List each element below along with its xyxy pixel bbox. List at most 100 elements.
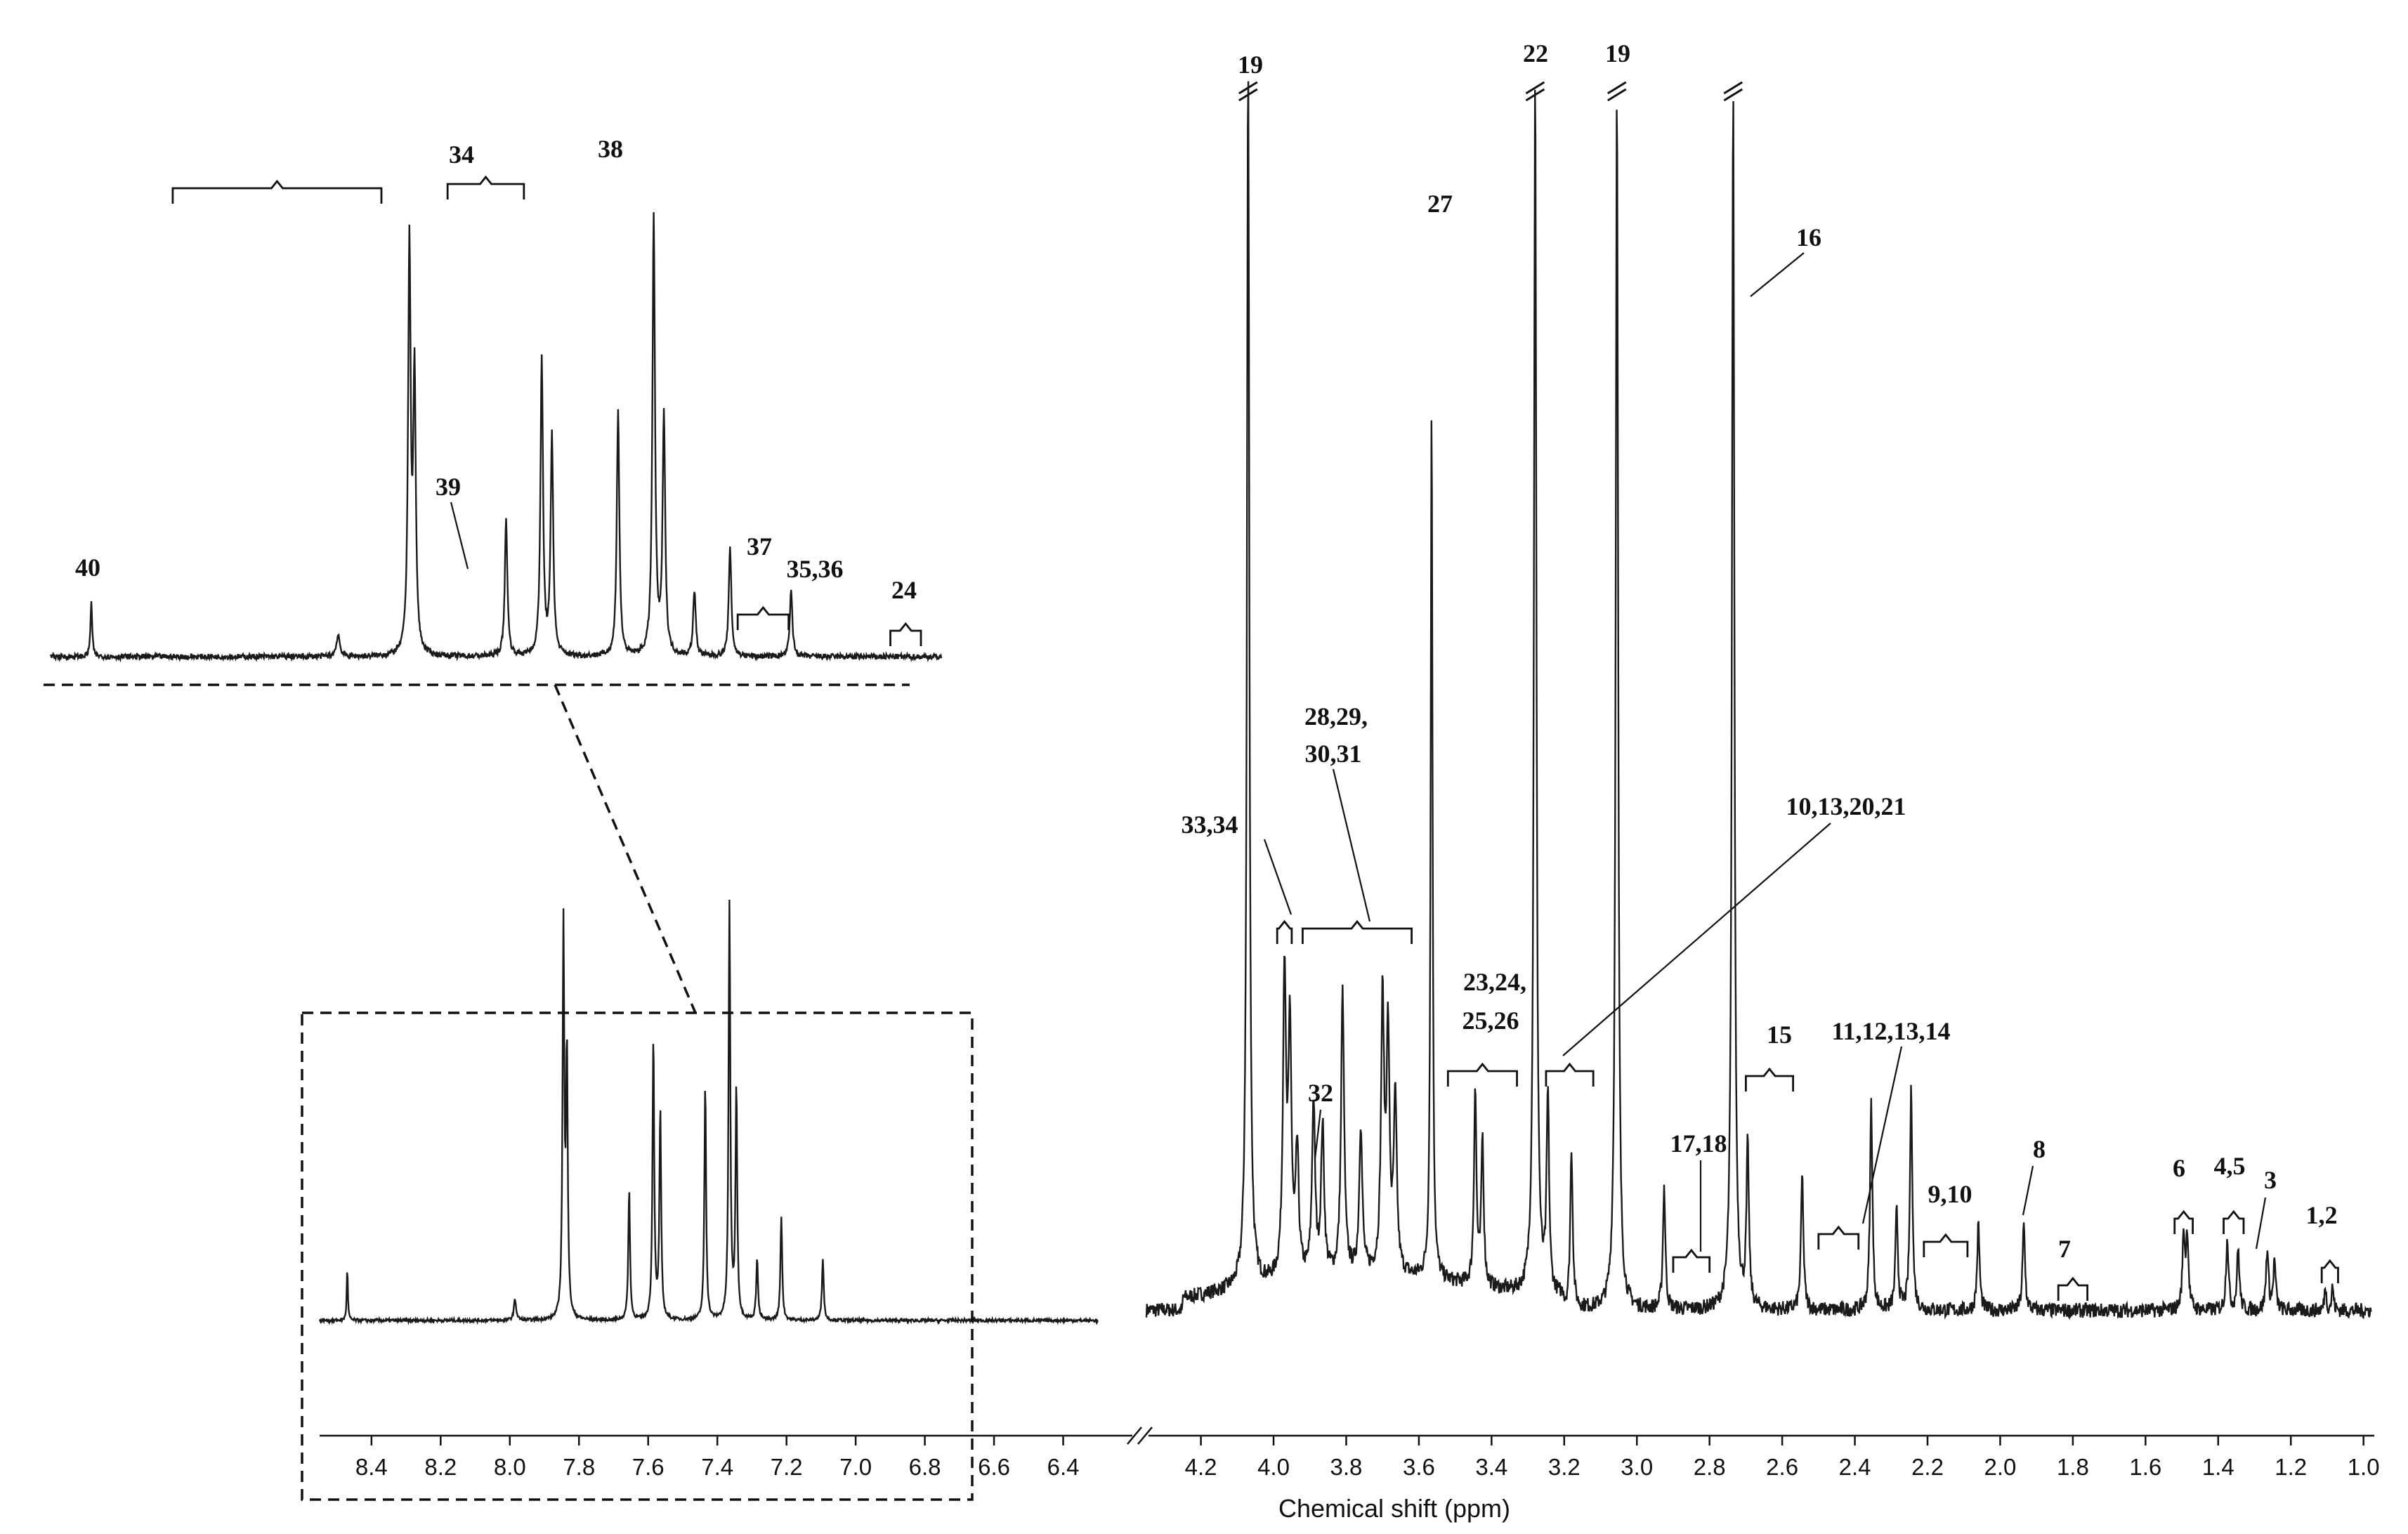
peak-labels: 19 22 19 27 16 28,29, 30,31 33,34 32 23,… bbox=[75, 39, 2338, 1263]
right-tick-label-12: 1.8 bbox=[2057, 1454, 2089, 1480]
right-tick-label-5: 3.2 bbox=[1548, 1454, 1581, 1480]
right-tick-label-13: 1.6 bbox=[2129, 1454, 2161, 1480]
label-24-inset: 24 bbox=[891, 576, 917, 604]
bracket-15 bbox=[1745, 1067, 1795, 1092]
spectrum-trace-aliphatic bbox=[1145, 81, 2372, 1320]
bracket-1-2 bbox=[2320, 1259, 2339, 1283]
break-mark-1-1 bbox=[1525, 88, 1545, 102]
label-27: 27 bbox=[1427, 190, 1453, 218]
right-tick-label-8: 2.6 bbox=[1766, 1454, 1798, 1480]
left-tick-label-2: 8.0 bbox=[494, 1454, 526, 1480]
zoom-connector-line bbox=[554, 684, 697, 1014]
peak-break-marks bbox=[1238, 81, 1743, 102]
peak-leader-lines bbox=[450, 252, 2267, 1252]
label-40: 40 bbox=[75, 553, 100, 582]
label-11-12-13-14: 11,12,13,14 bbox=[1831, 1017, 1950, 1045]
left-tick-label-4: 7.6 bbox=[632, 1454, 665, 1480]
right-tick-label-0: 4.2 bbox=[1185, 1454, 1217, 1480]
bracket-23-26 bbox=[1446, 1062, 1518, 1087]
right-tick-label-14: 1.4 bbox=[2202, 1454, 2234, 1480]
label-8: 8 bbox=[2033, 1135, 2046, 1163]
break-mark-3-1 bbox=[1723, 88, 1743, 102]
label-17-18: 17,18 bbox=[1670, 1129, 1727, 1158]
leader-33-34 bbox=[1263, 839, 1293, 915]
right-tick-label-3: 3.6 bbox=[1403, 1454, 1435, 1480]
label-19-a: 19 bbox=[1238, 51, 1263, 79]
label-4-5: 4,5 bbox=[2214, 1152, 2246, 1180]
bracket-33-34 bbox=[1276, 919, 1293, 944]
x-tick-group-right: 4.2 4.0 3.8 3.6 3.4 3.2 3.0 2.8 2.6 2.4 2.2 2.0 1.8 1… bbox=[1185, 1436, 2380, 1480]
label-38: 38 bbox=[598, 135, 623, 163]
left-tick-label-10: 6.4 bbox=[1047, 1454, 1080, 1480]
spectrum-trace-aromatic-zoom bbox=[49, 212, 943, 663]
break-mark-0-1 bbox=[1238, 88, 1258, 102]
right-tick-label-6: 3.0 bbox=[1621, 1454, 1653, 1480]
left-tick-label-9: 6.6 bbox=[978, 1454, 1010, 1480]
right-tick-label-4: 3.4 bbox=[1475, 1454, 1507, 1480]
label-28-29: 28,29, bbox=[1304, 702, 1368, 730]
break-mark-3-0 bbox=[1723, 81, 1743, 95]
bracket-35-36 bbox=[736, 605, 790, 630]
label-37: 37 bbox=[747, 532, 772, 560]
bracket-10-13-20-21 bbox=[1545, 1062, 1595, 1087]
left-tick-label-7: 7.0 bbox=[839, 1454, 872, 1480]
x-axis-title: Chemical shift (ppm) bbox=[1278, 1494, 1510, 1523]
label-35-36: 35,36 bbox=[787, 555, 844, 583]
label-30-31: 30,31 bbox=[1305, 740, 1362, 768]
label-1-2: 1,2 bbox=[2306, 1201, 2338, 1229]
left-tick-label-1: 8.2 bbox=[424, 1454, 457, 1480]
break-mark-0-0 bbox=[1238, 81, 1258, 95]
break-mark-1-0 bbox=[1525, 81, 1545, 95]
x-tick-group-left: 8.4 8.2 8.0 7.8 7.6 7.4 7.2 7.0 6.8 6.6 6.4 bbox=[355, 1436, 1080, 1480]
break-mark-2-0 bbox=[1607, 81, 1627, 95]
leader-39 bbox=[450, 501, 469, 570]
leader-16 bbox=[1750, 252, 1805, 297]
left-tick-label-8: 6.8 bbox=[909, 1454, 941, 1480]
leader-8 bbox=[2022, 1165, 2034, 1216]
left-tick-label-5: 7.4 bbox=[701, 1454, 733, 1480]
right-tick-label-10: 2.2 bbox=[1911, 1454, 1944, 1480]
bracket-34-inset bbox=[171, 179, 383, 204]
bracket-38 bbox=[446, 175, 525, 199]
x-axis bbox=[320, 1427, 2374, 1445]
label-19-b: 19 bbox=[1605, 39, 1630, 67]
bracket-4-5 bbox=[2223, 1210, 2245, 1234]
right-tick-label-16: 1.0 bbox=[2348, 1454, 2380, 1480]
leader-11-14 bbox=[1861, 1046, 1903, 1224]
spectrum-trace-aromatic bbox=[318, 899, 1099, 1325]
label-15: 15 bbox=[1767, 1021, 1792, 1049]
label-3: 3 bbox=[2264, 1166, 2277, 1194]
label-10-13-20-21: 10,13,20,21 bbox=[1786, 792, 1906, 820]
leader-32 bbox=[1314, 1109, 1322, 1160]
label-22: 22 bbox=[1523, 39, 1548, 67]
label-25-26: 25,26 bbox=[1463, 1007, 1519, 1035]
bracket-28-31 bbox=[1302, 919, 1413, 944]
right-tick-label-15: 1.2 bbox=[2275, 1454, 2307, 1480]
bracket-17-18 bbox=[1672, 1248, 1711, 1273]
bracket-7 bbox=[2057, 1276, 2088, 1301]
zoom-region-box bbox=[301, 1011, 974, 1501]
bracket-9-10 bbox=[1923, 1233, 1969, 1257]
label-23-24: 23,24, bbox=[1463, 968, 1526, 996]
axis-break-mark-2 bbox=[1137, 1427, 1153, 1445]
label-7: 7 bbox=[2058, 1235, 2071, 1263]
label-6: 6 bbox=[2173, 1154, 2185, 1182]
leader-3 bbox=[2255, 1197, 2267, 1250]
right-tick-label-1: 4.0 bbox=[1257, 1454, 1290, 1480]
break-mark-2-1 bbox=[1607, 88, 1627, 102]
label-16: 16 bbox=[1796, 223, 1821, 251]
leader-10-13-20-21 bbox=[1562, 822, 1831, 1056]
axis-break-mark-1 bbox=[1127, 1427, 1142, 1445]
label-34-inset: 34 bbox=[449, 140, 474, 169]
leader-28-31 bbox=[1332, 768, 1371, 922]
label-9-10: 9,10 bbox=[1928, 1180, 1972, 1208]
label-32: 32 bbox=[1308, 1079, 1333, 1107]
left-tick-label-3: 7.8 bbox=[563, 1454, 595, 1480]
bracket-6 bbox=[2173, 1210, 2194, 1234]
left-tick-label-6: 7.2 bbox=[771, 1454, 803, 1480]
bracket-24-inset bbox=[889, 622, 922, 646]
peak-brackets bbox=[171, 175, 2339, 1301]
label-33-34: 33,34 bbox=[1182, 811, 1238, 839]
right-tick-label-9: 2.4 bbox=[1839, 1454, 1871, 1480]
